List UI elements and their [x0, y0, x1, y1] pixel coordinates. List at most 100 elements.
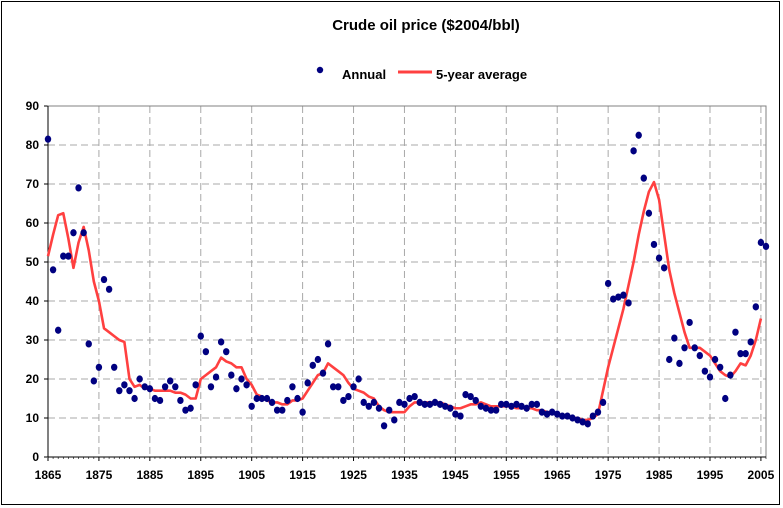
data-point-annual — [584, 420, 591, 428]
data-point-annual — [75, 184, 82, 192]
data-point-annual — [503, 400, 510, 408]
data-point-annual — [49, 266, 57, 274]
y-tick-label: 80 — [26, 138, 40, 152]
x-tick-label: 1965 — [544, 468, 571, 482]
x-tick-label: 1935 — [391, 468, 418, 482]
data-point-annual — [482, 404, 490, 412]
data-point-annual — [136, 375, 143, 383]
data-point-annual — [701, 367, 709, 375]
data-point-annual — [599, 398, 607, 406]
data-point-annual — [212, 373, 220, 381]
data-point-annual — [105, 285, 113, 293]
plot-area: 0 10 20 30 40 50 60 70 80 90 1865 1875 1885 1895 1905 1… — [26, 99, 775, 482]
data-point-annual — [396, 398, 403, 406]
data-point-annual — [111, 363, 118, 371]
data-point-annual — [60, 252, 67, 260]
data-point-annual — [284, 396, 291, 405]
data-point-annual — [548, 408, 556, 416]
data-point-annual — [722, 394, 729, 403]
legend: Annual 5-year average — [316, 66, 527, 82]
data-point-annual — [645, 209, 653, 217]
data-point-annual — [579, 418, 586, 426]
data-point-annual — [752, 303, 760, 311]
data-point-annual — [197, 332, 204, 340]
data-point-annual — [655, 254, 663, 262]
x-tick-label: 1885 — [136, 468, 163, 482]
data-point-annual — [513, 400, 520, 408]
data-point-annual — [375, 404, 383, 412]
x-tick-label: 1945 — [442, 468, 469, 482]
data-point-annual — [85, 340, 92, 348]
data-point-annual — [564, 412, 571, 420]
legend-label-5-year-average: 5-year average — [436, 67, 527, 82]
x-tick-label: 2005 — [748, 468, 775, 482]
data-point-annual — [192, 381, 199, 389]
data-point-annual — [762, 242, 770, 250]
data-point-annual — [732, 328, 739, 336]
data-point-annual — [54, 326, 62, 334]
data-point-annual — [457, 412, 464, 420]
data-point-annual — [686, 318, 693, 327]
data-point-annual — [640, 174, 647, 182]
data-point-annual — [538, 408, 546, 416]
data-point-annual — [263, 394, 271, 403]
data-point-annual — [243, 381, 250, 389]
data-point-annual — [533, 400, 541, 408]
data-point-annual — [182, 406, 189, 414]
data-point-annual — [757, 238, 765, 247]
data-point-annual — [696, 352, 703, 360]
legend-marker-annual — [316, 66, 324, 74]
data-point-annual — [314, 355, 322, 364]
data-point-annual — [426, 400, 434, 408]
data-point-annual — [467, 392, 474, 401]
data-point-annual — [716, 363, 724, 371]
data-point-annual — [365, 402, 373, 410]
data-point-annual — [416, 398, 423, 406]
data-point-annual — [217, 338, 225, 346]
data-point-annual — [630, 147, 637, 155]
data-point-annual — [309, 361, 316, 369]
data-point-annual — [324, 340, 332, 348]
data-point-annual — [666, 355, 673, 364]
data-point-annual — [355, 375, 362, 383]
data-point-annual — [146, 385, 154, 393]
data-point-annual — [253, 394, 260, 403]
data-point-annual — [223, 348, 230, 356]
data-point-annual — [431, 398, 439, 406]
data-point-annual — [706, 373, 714, 381]
data-point-annual — [131, 394, 138, 403]
data-point-annual — [350, 383, 357, 391]
data-point-annual — [177, 396, 184, 405]
data-point-annual — [161, 383, 169, 391]
data-point-annual — [452, 410, 459, 418]
data-point-annual — [90, 377, 98, 385]
data-point-annual — [126, 387, 133, 395]
data-point-annual — [554, 410, 561, 418]
data-point-annual — [294, 394, 301, 403]
data-point-annual — [671, 334, 678, 342]
data-point-annual — [238, 375, 245, 383]
data-point-annual — [151, 394, 159, 403]
data-point-annual — [401, 400, 408, 408]
data-point-annual — [248, 402, 255, 410]
legend-label-annual: Annual — [342, 67, 386, 82]
y-tick-label: 20 — [26, 372, 40, 386]
data-point-annual — [100, 275, 108, 284]
x-tick-label: 1865 — [35, 468, 62, 482]
data-point-annual — [121, 381, 128, 389]
data-point-annual — [268, 398, 276, 406]
data-point-annual — [421, 400, 429, 408]
data-point-annual — [116, 387, 123, 395]
data-point-annual — [660, 264, 668, 272]
data-point-annual — [559, 412, 566, 420]
data-point-annual — [650, 240, 658, 249]
data-point-annual — [498, 400, 505, 408]
y-tick-label: 40 — [26, 294, 40, 308]
data-point-annual — [737, 350, 744, 358]
y-tick-label: 0 — [32, 450, 39, 464]
x-tick-label: 1905 — [238, 468, 265, 482]
legend-item-annual: Annual — [316, 66, 386, 82]
y-tick-label: 10 — [26, 411, 40, 425]
data-point-annual — [635, 131, 642, 139]
x-tick-label: 1875 — [86, 468, 113, 482]
